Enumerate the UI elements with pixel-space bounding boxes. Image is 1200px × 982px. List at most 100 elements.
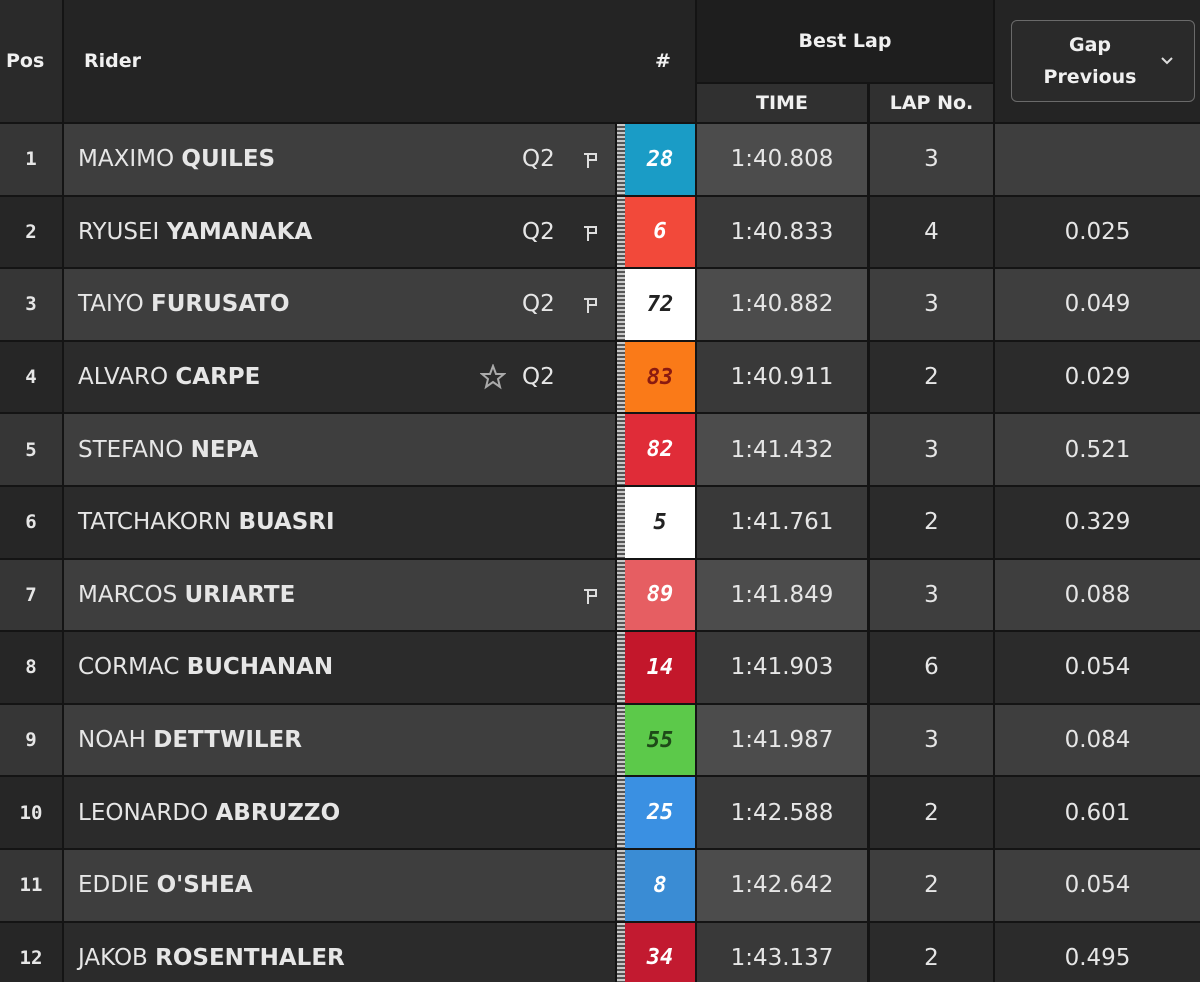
last-name: BUCHANAN [186, 654, 334, 681]
lap-cell: 2 [870, 487, 993, 558]
session-tag: Q2 [522, 291, 555, 318]
position: 12 [19, 946, 43, 969]
lap-time: 1:41.903 [730, 654, 834, 681]
name-space [179, 654, 186, 680]
position: 8 [25, 656, 37, 679]
first-name: LEONARDO [78, 799, 209, 826]
stripe [617, 124, 625, 195]
pit-icon [584, 298, 597, 314]
pos-cell: 2 [0, 196, 62, 268]
position: 4 [25, 366, 37, 389]
gap-value: 0.029 [1064, 364, 1131, 391]
header-text: LAP No. [889, 92, 974, 114]
name-space [174, 146, 181, 172]
rider-number: 14 [646, 654, 674, 680]
position: 1 [25, 148, 37, 171]
position: 5 [25, 438, 37, 461]
stripe [617, 196, 625, 268]
position: 6 [25, 511, 37, 534]
rider-cell: EDDIE O'SHEA [64, 850, 615, 921]
rider-number: 8 [653, 872, 667, 898]
gap-dropdown[interactable]: Gap Previous [1011, 20, 1195, 102]
rider-number: 25 [646, 800, 674, 826]
number-badge: 5 [625, 487, 695, 558]
name-space [144, 291, 151, 317]
header-text: Best Lap [798, 30, 892, 52]
time-cell: 1:42.642 [697, 850, 867, 921]
rider-cell: MARCOS URIARTE [64, 559, 615, 631]
header-text: # [655, 50, 671, 72]
number-badge: 25 [625, 777, 695, 848]
lap-number: 2 [924, 799, 939, 826]
rider-cell: LEONARDO ABRUZZO [64, 777, 615, 848]
rider-header: Rider [64, 0, 695, 122]
pos-cell: 3 [0, 269, 62, 340]
stripe [617, 632, 625, 703]
stripe [617, 777, 625, 848]
number-header: # [655, 0, 685, 122]
last-name: ROSENTHALER [155, 944, 345, 971]
time-cell: 1:41.761 [697, 487, 867, 558]
lap-cell: 3 [870, 124, 993, 195]
rider-cell: JAKOB ROSENTHALER [64, 922, 615, 982]
rider-number: 6 [653, 219, 667, 245]
rider-cell: RYUSEI YAMANAKA Q2 [64, 196, 615, 268]
number-badge: 83 [625, 341, 695, 413]
rider-cell: MAXIMO QUILES Q2 [64, 124, 615, 195]
pit-icon [584, 225, 597, 241]
rider-number: 55 [646, 727, 674, 753]
lap-time: 1:42.642 [730, 872, 834, 899]
time-cell: 1:41.849 [697, 559, 867, 631]
gap-value: 0.495 [1064, 944, 1131, 971]
gap-cell: 0.088 [995, 559, 1200, 631]
position: 11 [19, 874, 43, 897]
gap-value: 0.054 [1064, 872, 1131, 899]
name-space [183, 437, 190, 463]
rider-cell: TATCHAKORN BUASRI [64, 487, 615, 558]
session-tag: Q2 [522, 364, 555, 391]
time-cell: 1:41.987 [697, 704, 867, 776]
number-badge: 55 [625, 704, 695, 776]
name-space [159, 219, 166, 245]
lap-number: 2 [924, 944, 939, 971]
number-badge: 28 [625, 124, 695, 195]
pos-cell: 9 [0, 704, 62, 776]
lap-cell: 3 [870, 269, 993, 340]
pos-cell: 5 [0, 414, 62, 485]
lap-cell: 2 [870, 922, 993, 982]
pos-cell: 11 [0, 850, 62, 921]
time-cell: 1:40.808 [697, 124, 867, 195]
header-text: Pos [6, 50, 45, 72]
name-space [146, 727, 153, 753]
lap-time: 1:40.808 [730, 146, 834, 173]
position: 2 [25, 220, 37, 243]
stripe [617, 850, 625, 921]
gap-cell: 0.495 [995, 922, 1200, 982]
gap-cell: 0.049 [995, 269, 1200, 340]
gap-cell: 0.521 [995, 414, 1200, 485]
lap-time: 1:40.911 [730, 364, 834, 391]
rider-number: 34 [646, 945, 674, 971]
last-name: QUILES [181, 146, 276, 173]
first-name: JAKOB [78, 944, 148, 971]
pos-cell: 10 [0, 777, 62, 848]
lap-cell: 3 [870, 704, 993, 776]
stripe [617, 269, 625, 340]
name-space [177, 582, 184, 608]
stripe [617, 704, 625, 776]
last-name: DETTWILER [153, 727, 302, 754]
number-badge: 8 [625, 850, 695, 921]
lap-cell: 2 [870, 341, 993, 413]
rider-cell: TAIYO FURUSATO Q2 [64, 269, 615, 340]
first-name: NOAH [78, 727, 146, 754]
lap-cell: 4 [870, 196, 993, 268]
gap-cell: 0.054 [995, 632, 1200, 703]
time-header: TIME [697, 84, 867, 122]
rider-number: 89 [646, 582, 674, 608]
gap-value: 0.329 [1064, 509, 1131, 536]
number-badge: 89 [625, 559, 695, 631]
header-text: Rider [84, 50, 141, 72]
time-cell: 1:41.432 [697, 414, 867, 485]
gap-value: 0.054 [1064, 654, 1131, 681]
last-name: URIARTE [184, 581, 296, 608]
